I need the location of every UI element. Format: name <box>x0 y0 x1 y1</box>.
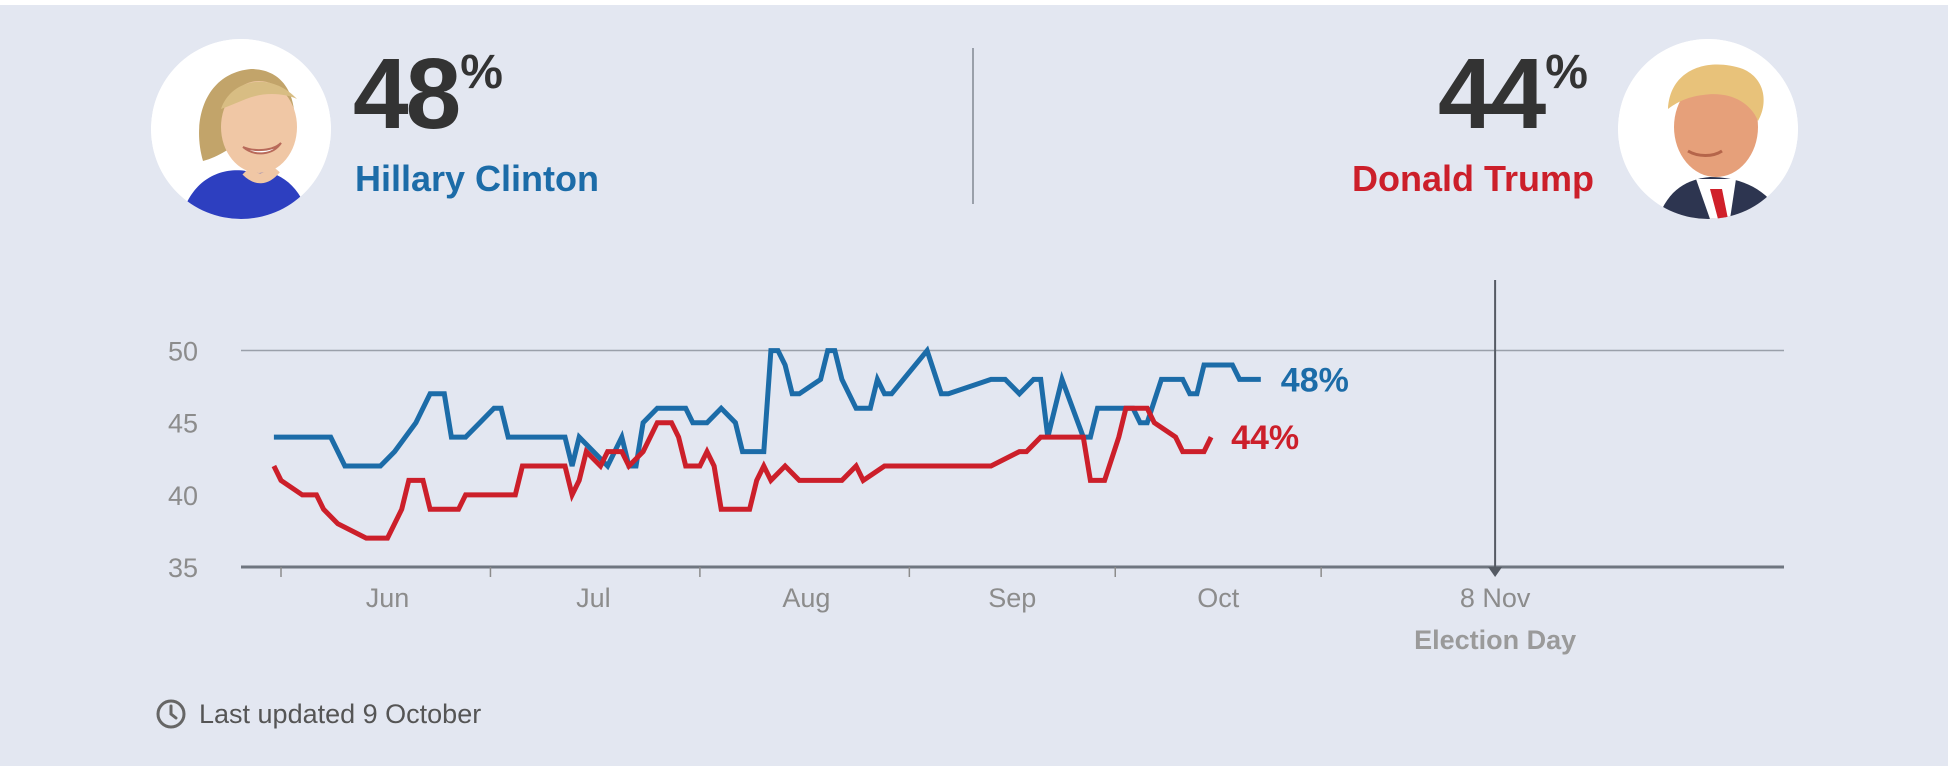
clinton-avatar <box>151 39 331 219</box>
series-line-donald-trump <box>271 405 1214 541</box>
clinton-portrait-icon <box>151 39 331 219</box>
clinton-name: Hillary Clinton <box>355 158 600 199</box>
trump-percentage: 44% <box>1438 44 1588 144</box>
clinton-percentage-value: 48 <box>353 38 461 150</box>
x-tick-label-8-nov: 8 Nov <box>1460 583 1531 613</box>
series-end-label-donald-trump: 44% <box>1231 419 1299 457</box>
trump-avatar <box>1618 39 1798 219</box>
trump-percentage-symbol: % <box>1545 46 1588 99</box>
clock-icon <box>156 699 186 729</box>
trump-percentage-value: 44 <box>1438 38 1546 150</box>
y-tick-label-35: 35 <box>168 553 198 583</box>
election-day-marker <box>1488 567 1503 577</box>
x-tick-label-oct: Oct <box>1197 583 1240 613</box>
x-tick-label-sep: Sep <box>988 583 1036 613</box>
clinton-percentage-symbol: % <box>460 46 503 99</box>
last-updated-text: Last updated 9 October <box>199 698 482 729</box>
y-tick-label-45: 45 <box>168 409 198 439</box>
election-day-label: Election Day <box>1414 625 1576 655</box>
x-tick-label-aug: Aug <box>782 583 830 613</box>
trump-name: Donald Trump <box>1352 158 1594 199</box>
candidate-divider <box>972 48 974 204</box>
x-tick-label-jul: Jul <box>576 583 611 613</box>
y-tick-label-50: 50 <box>168 337 198 367</box>
trump-portrait-icon <box>1618 39 1798 219</box>
last-updated: Last updated 9 October <box>155 698 481 730</box>
clinton-percentage: 48% <box>353 44 503 144</box>
series-line-hillary-clinton <box>273 345 1261 471</box>
y-tick-label-40: 40 <box>168 481 198 511</box>
x-tick-label-jun: Jun <box>366 583 410 613</box>
series-end-label-hillary-clinton: 48% <box>1281 361 1349 399</box>
